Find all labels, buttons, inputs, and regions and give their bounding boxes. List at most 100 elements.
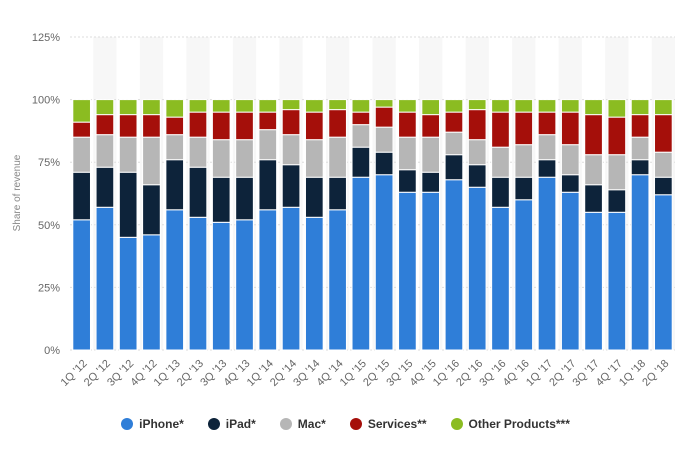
bar-segment[interactable] — [188, 111, 208, 138]
bar-segment[interactable] — [235, 111, 254, 141]
bar-segment[interactable] — [351, 176, 371, 351]
bar-segment[interactable] — [374, 126, 394, 153]
bar-segment[interactable] — [514, 144, 534, 178]
bar-segment[interactable] — [560, 174, 580, 193]
bar-segment[interactable] — [374, 99, 394, 108]
bar-segment[interactable] — [654, 176, 673, 196]
bar-segment[interactable] — [304, 111, 324, 141]
bar-segment[interactable] — [537, 176, 557, 351]
legend-item[interactable]: iPad* — [207, 417, 256, 431]
bar-segment[interactable] — [281, 164, 301, 208]
bar-segment[interactable] — [235, 219, 254, 351]
bar-segment[interactable] — [72, 99, 91, 123]
bar-segment[interactable] — [351, 111, 371, 126]
bar-segment[interactable] — [165, 116, 185, 136]
bar-segment[interactable] — [304, 176, 324, 218]
bar-segment[interactable] — [444, 111, 464, 133]
bar-segment[interactable] — [118, 136, 138, 173]
bar-segment[interactable] — [491, 206, 510, 351]
bar-segment[interactable] — [95, 114, 115, 136]
bar-segment[interactable] — [398, 111, 417, 138]
bar-segment[interactable] — [235, 139, 254, 178]
bar-segment[interactable] — [258, 99, 278, 113]
bar-segment[interactable] — [560, 99, 580, 113]
bar-segment[interactable] — [328, 109, 347, 138]
bar-segment[interactable] — [491, 111, 510, 148]
bar-segment[interactable] — [560, 144, 580, 176]
bar-segment[interactable] — [630, 136, 650, 161]
bar-segment[interactable] — [165, 134, 185, 161]
bar-segment[interactable] — [584, 99, 603, 116]
bar-segment[interactable] — [258, 111, 278, 131]
bar-segment[interactable] — [328, 136, 347, 178]
bar-segment[interactable] — [421, 136, 441, 173]
bar-segment[interactable] — [72, 121, 91, 138]
bar-segment[interactable] — [165, 99, 185, 118]
bar-segment[interactable] — [444, 99, 464, 113]
bar-segment[interactable] — [211, 139, 231, 178]
bar-segment[interactable] — [281, 206, 301, 351]
bar-segment[interactable] — [281, 109, 301, 136]
bar-segment[interactable] — [654, 151, 673, 178]
bar-segment[interactable] — [421, 191, 441, 351]
bar-segment[interactable] — [304, 139, 324, 178]
bar-segment[interactable] — [654, 99, 673, 116]
bar-segment[interactable] — [235, 176, 254, 221]
bar-segment[interactable] — [467, 139, 487, 166]
bar-segment[interactable] — [95, 166, 115, 208]
bar-segment[interactable] — [188, 99, 208, 113]
bar-segment[interactable] — [328, 209, 347, 351]
bar-segment[interactable] — [211, 99, 231, 113]
bar-segment[interactable] — [142, 136, 161, 186]
bar-segment[interactable] — [118, 171, 138, 238]
bar-segment[interactable] — [584, 154, 603, 186]
bar-segment[interactable] — [537, 99, 557, 113]
bar-segment[interactable] — [607, 189, 627, 213]
bar-segment[interactable] — [351, 99, 371, 113]
bar-segment[interactable] — [560, 111, 580, 146]
bar-segment[interactable] — [421, 114, 441, 138]
bar-segment[interactable] — [584, 211, 603, 351]
bar-segment[interactable] — [328, 99, 347, 111]
bar-segment[interactable] — [328, 176, 347, 211]
bar-segment[interactable] — [142, 184, 161, 236]
bar-segment[interactable] — [142, 234, 161, 351]
bar-segment[interactable] — [118, 99, 138, 116]
bar-segment[interactable] — [444, 179, 464, 351]
bar-segment[interactable] — [72, 171, 91, 221]
bar-segment[interactable] — [467, 109, 487, 141]
bar-segment[interactable] — [491, 146, 510, 178]
bar-segment[interactable] — [514, 199, 534, 351]
bar-segment[interactable] — [444, 154, 464, 181]
bar-segment[interactable] — [95, 99, 115, 116]
bar-segment[interactable] — [351, 146, 371, 178]
bar-segment[interactable] — [374, 106, 394, 128]
bar-segment[interactable] — [118, 114, 138, 138]
bar-segment[interactable] — [398, 99, 417, 113]
bar-segment[interactable] — [630, 114, 650, 138]
bar-segment[interactable] — [537, 159, 557, 178]
bar-segment[interactable] — [514, 111, 534, 146]
bar-segment[interactable] — [491, 99, 510, 113]
bar-segment[interactable] — [188, 216, 208, 351]
bar-segment[interactable] — [607, 116, 627, 156]
bar-segment[interactable] — [537, 111, 557, 136]
bar-segment[interactable] — [374, 151, 394, 176]
legend-item[interactable]: Other Products*** — [450, 417, 570, 431]
bar-segment[interactable] — [607, 99, 627, 118]
bar-segment[interactable] — [258, 129, 278, 161]
legend-item[interactable]: iPhone* — [121, 417, 184, 431]
bar-segment[interactable] — [630, 159, 650, 176]
bar-segment[interactable] — [584, 114, 603, 156]
bar-segment[interactable] — [258, 159, 278, 211]
bar-segment[interactable] — [235, 99, 254, 113]
bar-segment[interactable] — [514, 176, 534, 201]
bar-segment[interactable] — [142, 114, 161, 138]
bar-segment[interactable] — [467, 186, 487, 351]
bar-segment[interactable] — [72, 219, 91, 351]
bar-segment[interactable] — [351, 124, 371, 148]
bar-segment[interactable] — [467, 99, 487, 111]
bar-segment[interactable] — [514, 99, 534, 113]
bar-segment[interactable] — [72, 136, 91, 173]
bar-segment[interactable] — [584, 184, 603, 213]
